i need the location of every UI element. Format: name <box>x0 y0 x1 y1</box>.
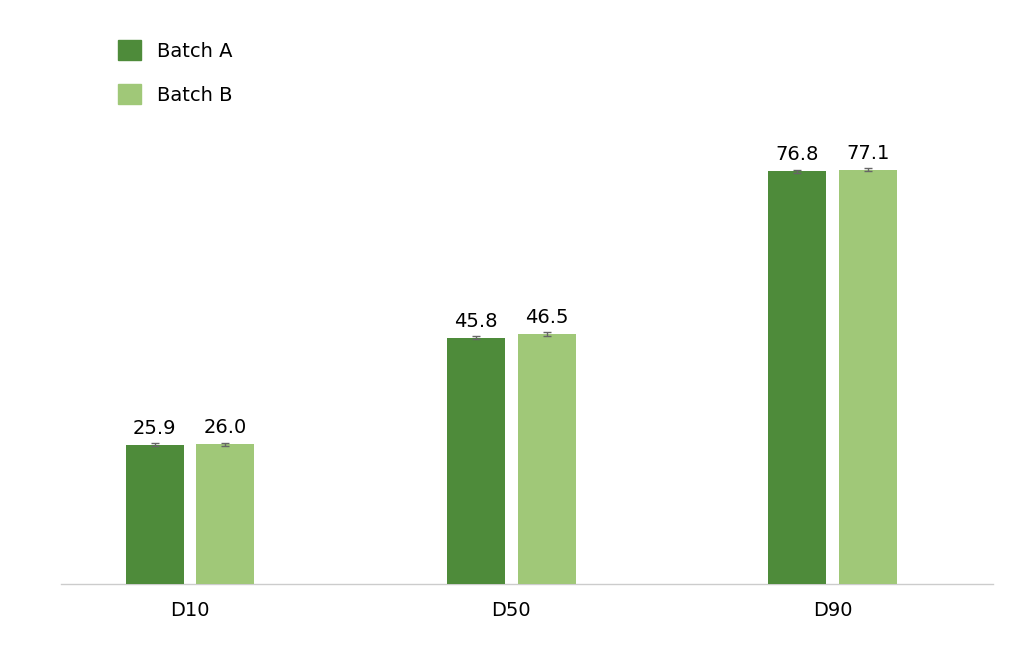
Text: 76.8: 76.8 <box>775 145 819 164</box>
Bar <box>768 171 826 584</box>
Bar <box>197 445 254 584</box>
Bar <box>447 338 505 584</box>
Text: 26.0: 26.0 <box>204 419 247 437</box>
Text: 45.8: 45.8 <box>455 312 498 331</box>
Text: 77.1: 77.1 <box>846 143 890 162</box>
Bar <box>518 334 575 584</box>
Legend: Batch A, Batch B: Batch A, Batch B <box>118 40 232 105</box>
Bar <box>839 169 897 584</box>
Text: 25.9: 25.9 <box>133 419 176 438</box>
Text: 46.5: 46.5 <box>525 308 568 327</box>
Bar <box>126 445 183 584</box>
